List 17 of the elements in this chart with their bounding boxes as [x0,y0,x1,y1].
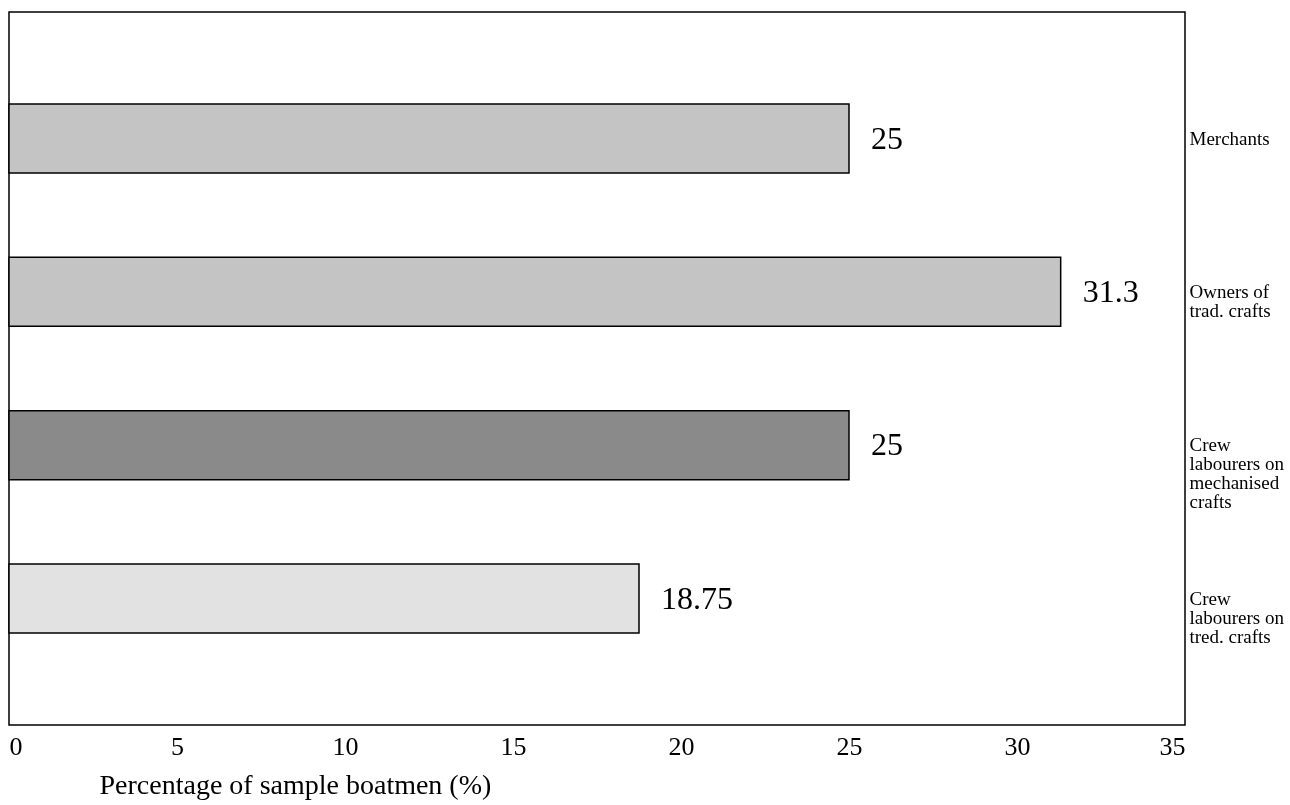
y-tick-label: Owners of trad. crafts [1189,280,1271,321]
x-tick-label: 35 [1159,731,1186,761]
data-label: 25 [871,426,903,463]
data-label: 31.3 [1082,272,1139,309]
y-tick-label: Crew labourers on tred. crafts [1189,587,1285,647]
x-tick-label: 20 [668,731,695,761]
y-tick-label: Crew labourers on mechanised crafts [1189,434,1285,513]
x-tick-label: 15 [500,731,527,761]
x-axis-title: Percentage of sample boatmen (%) [99,768,492,800]
x-tick-label: 10 [332,731,359,761]
data-label: 25 [871,119,903,156]
x-tick-label: 5 [171,731,184,761]
y-tick-label: Merchants [1189,127,1270,149]
x-tick-label: 30 [1004,731,1031,761]
x-tick-label: 25 [836,731,863,761]
data-label: 18.75 [661,579,733,616]
x-tick-label: 0 [9,731,23,761]
